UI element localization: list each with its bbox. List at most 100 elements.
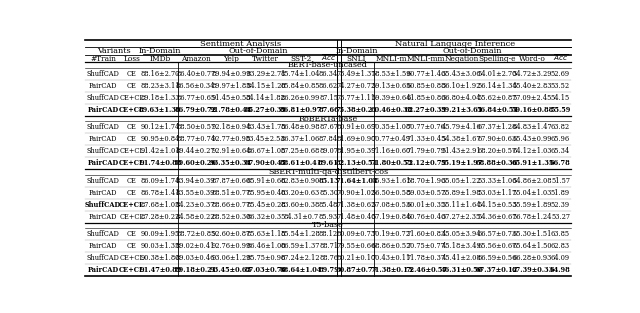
Text: CE+CL: CE+CL: [120, 213, 144, 221]
Text: 55.59±1.89: 55.59±1.89: [513, 201, 552, 209]
Text: 70.77±0.49: 70.77±0.49: [372, 135, 411, 143]
Text: CE: CE: [127, 135, 137, 143]
Text: 51.89: 51.89: [551, 189, 570, 197]
Text: 51.43±2.91: 51.43±2.91: [442, 147, 481, 155]
Text: 92.60±0.87: 92.60±0.87: [211, 230, 250, 238]
Text: 74.27±0.72: 74.27±0.72: [337, 82, 376, 90]
Text: 70.77±0.76: 70.77±0.76: [406, 123, 445, 131]
Text: 85.95±0.40: 85.95±0.40: [246, 189, 285, 197]
Text: 54.36±0.67: 54.36±0.67: [477, 213, 517, 221]
Text: PairCAD: PairCAD: [88, 135, 117, 143]
Text: Out-of-Domain: Out-of-Domain: [228, 47, 288, 55]
Text: 80.09±0.73: 80.09±0.73: [337, 230, 376, 238]
Text: 60.76±0.46: 60.76±0.46: [406, 213, 445, 221]
Text: 90.03±1.35: 90.03±1.35: [141, 242, 180, 250]
Text: 90.95±0.84: 90.95±0.84: [141, 135, 180, 143]
Text: 71.38±0.13: 71.38±0.13: [370, 266, 413, 274]
Text: 58.70±1.96: 58.70±1.96: [406, 177, 445, 185]
Text: 90.12±1.74: 90.12±1.74: [141, 123, 180, 131]
Text: 85.93: 85.93: [319, 213, 338, 221]
Text: 35.43±3.06: 35.43±3.06: [442, 70, 481, 78]
Text: 36.80±4.04: 36.80±4.04: [442, 94, 481, 102]
Text: ShuffCAD: ShuffCAD: [86, 177, 119, 185]
Text: PairCAD: PairCAD: [88, 189, 117, 197]
Text: 54.01±2.70: 54.01±2.70: [477, 70, 517, 78]
Text: 71.78±0.37: 71.78±0.37: [406, 254, 445, 262]
Text: 45.79±4.16: 45.79±4.16: [442, 123, 481, 131]
Text: 65.96: 65.96: [551, 135, 570, 143]
Text: CE+CL: CE+CL: [119, 106, 145, 114]
Text: $\overline{Acc}$: $\overline{Acc}$: [321, 54, 336, 64]
Text: 89.97±1.85: 89.97±1.85: [211, 82, 251, 90]
Text: 88.51±0.77: 88.51±0.77: [211, 189, 250, 197]
Text: 65.56±0.67: 65.56±0.67: [477, 242, 517, 250]
Text: 87.87±0.66: 87.87±0.66: [211, 177, 250, 185]
Text: 88.61±0.41: 88.61±0.41: [279, 159, 322, 167]
Text: Yelp: Yelp: [223, 54, 239, 63]
Text: 83.94±0.39: 83.94±0.39: [176, 177, 216, 185]
Text: 63.82: 63.82: [551, 123, 570, 131]
Text: 93.35±0.34: 93.35±0.34: [210, 159, 252, 167]
Text: PairCAD: PairCAD: [88, 242, 117, 250]
Text: 71.48±0.40: 71.48±0.40: [337, 213, 376, 221]
Text: 70.43±0.11: 70.43±0.11: [372, 254, 411, 262]
Text: 85.45±0.28: 85.45±0.28: [246, 201, 285, 209]
Text: ShuffCAD: ShuffCAD: [85, 201, 121, 209]
Text: $\overline{Acc}$: $\overline{Acc}$: [553, 54, 568, 64]
Text: MNLI-mm: MNLI-mm: [407, 54, 445, 63]
Text: ShuffCAD: ShuffCAD: [86, 230, 119, 238]
Text: 83.20±0.63: 83.20±0.63: [281, 189, 320, 197]
Text: 70.75±0.77: 70.75±0.77: [406, 242, 445, 250]
Text: 35.11±1.64: 35.11±1.64: [442, 201, 481, 209]
Text: RoBERTa-base: RoBERTa-base: [298, 115, 358, 123]
Text: 88.23±3.11: 88.23±3.11: [141, 82, 180, 90]
Text: CE+CL: CE+CL: [120, 254, 144, 262]
Text: CE+CL: CE+CL: [119, 201, 145, 209]
Text: Out-of-Domain: Out-of-Domain: [443, 47, 502, 55]
Text: 53.27: 53.27: [551, 213, 570, 221]
Text: 70.19±0.72: 70.19±0.72: [372, 230, 411, 238]
Text: 92.76±0.99: 92.76±0.99: [211, 242, 251, 250]
Text: 56.50±0.58: 56.50±0.58: [372, 189, 411, 197]
Text: 53.52: 53.52: [551, 82, 570, 90]
Text: 92.18±0.94: 92.18±0.94: [211, 123, 251, 131]
Text: PairCAD: PairCAD: [87, 266, 118, 274]
Text: 35.89±1.98: 35.89±1.98: [442, 189, 481, 197]
Text: 65.91±1.35: 65.91±1.35: [511, 159, 554, 167]
Text: BERT-base-uncased: BERT-base-uncased: [288, 61, 368, 69]
Text: 86.67±1.05: 86.67±1.05: [246, 147, 285, 155]
Text: PairCAD: PairCAD: [87, 106, 118, 114]
Text: ShuffCAD: ShuffCAD: [86, 94, 119, 102]
Text: 84.23±0.37: 84.23±0.37: [176, 201, 215, 209]
Text: 89.03±0.46: 89.03±0.46: [176, 254, 215, 262]
Text: 72.12±0.79: 72.12±0.79: [405, 159, 447, 167]
Text: Sentiment Analysis: Sentiment Analysis: [200, 40, 282, 48]
Text: 65.30±1.51: 65.30±1.51: [513, 230, 552, 238]
Text: 67.90±0.63: 67.90±0.63: [477, 135, 516, 143]
Text: 55.59: 55.59: [550, 106, 571, 114]
Text: 64.09: 64.09: [551, 254, 570, 262]
Text: CE+CL: CE+CL: [120, 147, 144, 155]
Text: 35.05±1.22: 35.05±1.22: [442, 177, 481, 185]
Text: 83.60±0.38: 83.60±0.38: [281, 201, 320, 209]
Text: CE+CL: CE+CL: [119, 159, 145, 167]
Text: 71.60±0.83: 71.60±0.83: [406, 230, 445, 238]
Text: 87.24±2.12: 87.24±2.12: [281, 254, 321, 262]
Text: 81.95±0.39: 81.95±0.39: [337, 147, 376, 155]
Text: 85.91±0.66: 85.91±0.66: [246, 177, 285, 185]
Text: 88.76: 88.76: [319, 254, 338, 262]
Text: 92.91±0.64: 92.91±0.64: [211, 147, 251, 155]
Text: 89.79: 89.79: [318, 266, 339, 274]
Text: 89.18±0.21: 89.18±0.21: [175, 266, 217, 274]
Text: 79.55±0.66: 79.55±0.66: [337, 242, 376, 250]
Text: 85.74±1.04: 85.74±1.04: [281, 70, 321, 78]
Text: SBERT-multi-qa-distilbert-cos: SBERT-multi-qa-distilbert-cos: [268, 168, 388, 176]
Text: 87.03±0.70: 87.03±0.70: [244, 266, 287, 274]
Text: 68.88±0.36: 68.88±0.36: [476, 159, 518, 167]
Text: ShuffCAD: ShuffCAD: [86, 147, 119, 155]
Text: 66.57±0.73: 66.57±0.73: [477, 230, 516, 238]
Text: 66.28±0.93: 66.28±0.93: [513, 254, 552, 262]
Text: 71.80±0.53: 71.80±0.53: [370, 159, 412, 167]
Text: 84.14±1.82: 84.14±1.82: [246, 94, 285, 102]
Text: 56.78±1.24: 56.78±1.24: [513, 213, 552, 221]
